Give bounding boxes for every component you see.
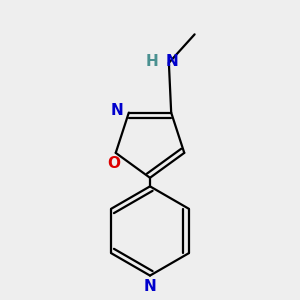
- Text: O: O: [107, 156, 121, 171]
- Text: N: N: [165, 54, 178, 69]
- Text: N: N: [144, 279, 156, 294]
- Text: H: H: [146, 54, 159, 69]
- Text: N: N: [111, 103, 124, 118]
